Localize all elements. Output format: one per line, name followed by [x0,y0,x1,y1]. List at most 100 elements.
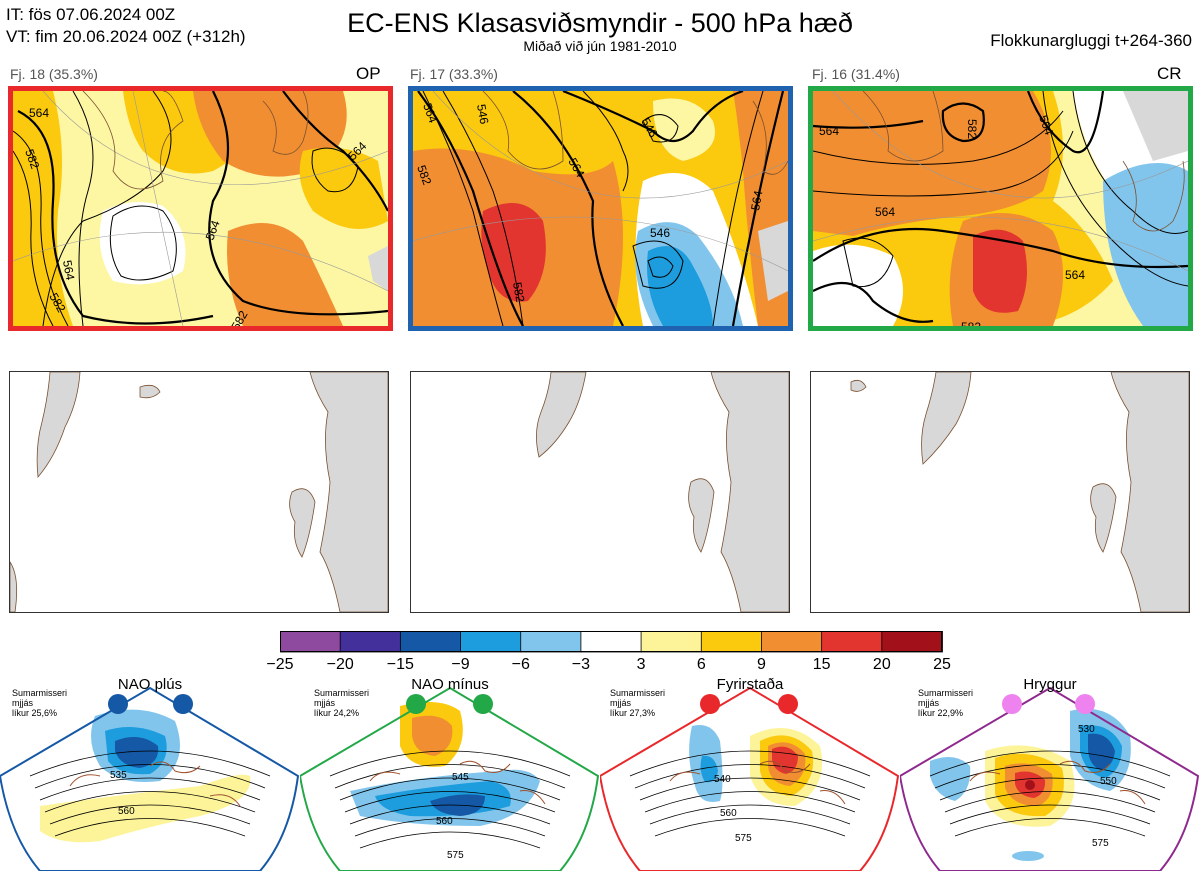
empty-map-1 [9,371,389,613]
contour-line [642,114,679,143]
coastline [969,760,1146,805]
valid-time: VT: fim 20.06.2024 00Z (+312h) [6,27,246,46]
contour-label: 575 [1092,838,1109,849]
contour-line [949,804,1151,825]
coastline [69,761,241,807]
contour-line [632,240,684,289]
colorbar-cell [520,631,582,653]
contour-line [359,831,541,849]
regime-season: Sumarmisseri [610,688,666,698]
contour-line [1026,91,1105,154]
contour-line [813,119,924,129]
contour-line [339,777,561,801]
contour-line [629,750,871,777]
europe [710,372,789,612]
regime-marker [473,694,493,714]
regime-info: Sumarmisseri mjjás líkur 22,9% [918,688,973,718]
contour-label: 582 [510,281,527,303]
contour-label: 564 [1065,268,1085,282]
colorbar-cell [580,631,642,653]
regime-probability: líkur 25,6% [12,708,58,718]
colorbar-tick-label: 3 [636,656,646,673]
anomaly-center [1025,780,1035,790]
contour-line [208,91,388,316]
europe [309,372,388,612]
graticule [42,91,388,186]
cluster-1-label: Fj. 18 (35.3%) [10,66,98,82]
chart-subtitle: Miðað við jún 1981-2010 [523,38,677,54]
colorbar-cell [399,631,462,653]
colorbar-tick-label: −20 [326,656,354,673]
cluster-2-label: Fj. 17 (33.3%) [410,66,498,82]
contour-line [934,764,1166,789]
coastline [669,760,846,805]
land [1123,91,1188,161]
regime-months: mjjás [918,698,940,708]
contour-label: 546 [474,103,491,125]
regime-nao-minus: 545 560 575 NAO mínus Sumarmisseri mjjás… [300,676,600,871]
anomaly-cold [700,755,718,783]
europe [1110,372,1189,612]
regime-months: mjjás [610,698,632,708]
regime-months: mjjás [314,698,336,708]
british-isles [688,478,715,553]
coastline [1122,160,1185,232]
cluster-3-label: Fj. 16 (31.4%) [812,66,900,82]
anomaly-cold [1012,851,1044,861]
colorbar-tick-label: 6 [696,656,706,673]
contour-label: 564 [875,205,895,219]
contour-line [282,91,388,212]
contour-line [422,91,504,326]
colorbar [280,631,943,653]
regime-name: Hryggur [1023,676,1077,693]
colorbar-tick-label: 9 [757,656,766,673]
contour-line [349,804,551,825]
cluster-1-map: 564 582 564 582 582 564 564 [8,86,393,331]
land [10,561,18,612]
contour-line [442,91,524,326]
contour-label: 560 [436,816,453,827]
contour-label: 540 [714,774,731,785]
contour-line [649,804,851,825]
contour-line [344,791,556,813]
contour-label: 564 [29,106,49,120]
contour-line [17,110,214,325]
regime-marker [406,694,426,714]
contour-line [109,205,177,281]
colorbar-tick-label: 20 [872,656,891,673]
contour-line [72,91,94,326]
contour-label: 575 [735,833,752,844]
contour-line [562,91,744,143]
contour-line [49,804,251,825]
regime-info: Sumarmisseri mjjás líkur 24,2% [314,688,369,718]
contour-line [311,147,359,193]
regime-marker [108,694,128,714]
anomaly-cold [647,246,713,326]
contour-label: 545 [452,772,469,783]
contour-line [54,818,246,837]
contour-line [39,777,261,801]
contour-label: 550 [1100,776,1117,787]
anomaly-warm [412,715,453,756]
contour-line [654,818,846,837]
regime-season: Sumarmisseri [12,688,68,698]
anomaly-neutral [99,202,186,285]
regime-name: NAO plús [117,676,183,693]
header-info: IT: fös 07.06.2024 00Z VT: fim 20.06.202… [6,4,246,48]
contour-line [354,818,546,837]
contour-label: 564 [420,101,440,125]
contour-label: 546 [650,226,670,240]
contour-line [329,750,571,777]
contour-label: 575 [447,850,464,861]
contour-line [954,818,1146,837]
anomaly-cold [930,757,971,801]
contour-line [813,227,1188,269]
colorbar-cell [339,631,402,653]
regime-blocking: 540 560 575 Fyrirstaða Sumarmisseri mjjá… [600,676,900,871]
contour-label: 564 [748,189,765,211]
contour-label: 564 [203,218,223,242]
greenland [536,372,587,458]
coastline [82,91,184,190]
graticule [413,216,788,272]
contour-line [44,791,256,813]
